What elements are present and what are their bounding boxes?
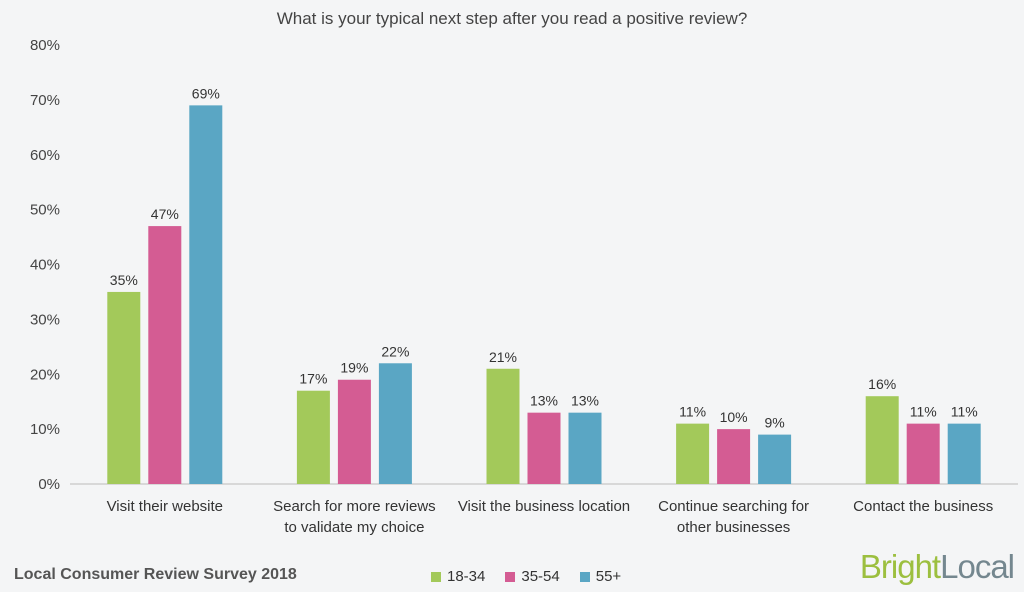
y-tick-label: 20% — [30, 366, 60, 383]
bar — [758, 434, 792, 484]
data-label: 47% — [151, 206, 179, 222]
x-tick-label: other businesses — [677, 519, 790, 536]
legend-label-35-54: 35-54 — [521, 568, 560, 585]
bar-chart: What is your typical next step after you… — [30, 9, 1018, 536]
legend-swatch-35-54 — [505, 571, 516, 582]
legend-swatch-55plus — [579, 571, 590, 582]
brightlocal-logo: BrightLocal — [859, 548, 1015, 586]
y-tick-label: 50% — [30, 202, 60, 219]
y-tick-label: 0% — [38, 476, 60, 493]
bar — [676, 423, 710, 484]
data-label: 13% — [530, 393, 558, 409]
legend: 18-34 35-54 55+ — [431, 568, 621, 585]
data-label: 16% — [868, 376, 896, 392]
data-label: 13% — [571, 393, 599, 409]
data-label: 69% — [192, 85, 220, 101]
chart-title: What is your typical next step after you… — [277, 9, 748, 28]
bar — [107, 291, 141, 484]
survey-source: Local Consumer Review Survey 2018 — [14, 566, 297, 583]
data-label: 9% — [764, 415, 784, 431]
bar — [296, 390, 330, 484]
data-label: 21% — [489, 349, 517, 365]
brand-part-2: Local — [940, 548, 1015, 585]
x-tick-label: Visit the business location — [458, 498, 630, 515]
bar — [148, 226, 182, 484]
y-tick-label: 40% — [30, 257, 60, 274]
legend-item-18-34: 18-34 — [431, 568, 485, 585]
bar — [486, 368, 520, 484]
bar — [906, 423, 940, 484]
bar — [378, 363, 412, 484]
legend-swatch-18-34 — [431, 571, 441, 582]
data-label: 17% — [299, 371, 327, 387]
data-label: 11% — [951, 404, 978, 420]
bar — [865, 396, 899, 484]
x-tick-label: to validate my choice — [284, 519, 424, 536]
data-label: 35% — [110, 272, 138, 288]
y-tick-label: 60% — [30, 147, 60, 164]
data-label: 11% — [679, 404, 706, 420]
bar — [337, 379, 371, 484]
legend-label-55plus: 55+ — [595, 568, 622, 585]
y-tick-label: 80% — [30, 37, 60, 54]
bar — [568, 412, 602, 484]
bar — [717, 429, 751, 484]
bar — [947, 423, 981, 484]
x-tick-label: Visit their website — [107, 498, 223, 515]
x-tick-label: Contact the business — [853, 498, 993, 515]
bar — [189, 105, 223, 485]
y-tick-label: 70% — [30, 92, 60, 109]
y-tick-label: 10% — [30, 421, 60, 438]
data-label: 22% — [381, 343, 409, 359]
brand-part-1: Bright — [859, 548, 941, 585]
data-label: 10% — [720, 409, 748, 425]
data-label: 11% — [910, 404, 937, 420]
bar — [527, 412, 561, 484]
y-tick-label: 30% — [30, 311, 60, 328]
legend-item-35-54: 35-54 — [505, 568, 560, 585]
data-label: 19% — [340, 360, 368, 376]
legend-label-18-34: 18-34 — [447, 568, 486, 585]
x-tick-label: Continue searching for — [658, 498, 809, 515]
legend-item-55plus: 55+ — [579, 568, 622, 585]
x-tick-label: Search for more reviews — [273, 498, 436, 515]
